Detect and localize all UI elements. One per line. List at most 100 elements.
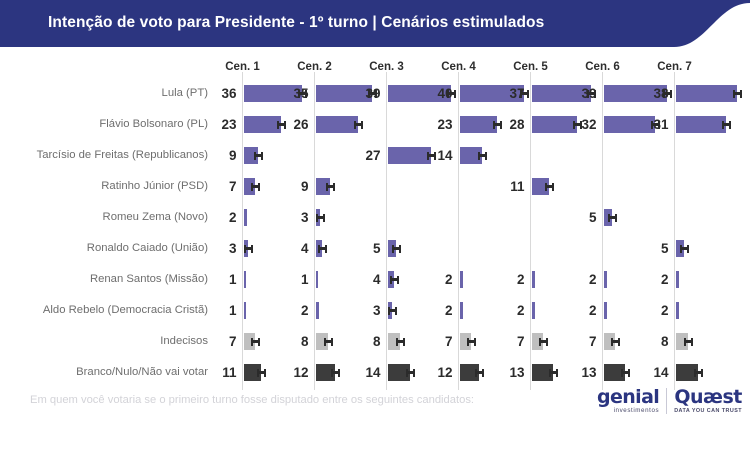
data-value: 37: [509, 86, 525, 101]
footer: Em quem você votaria se o primeiro turno…: [0, 388, 750, 424]
row-label: Tarcísio de Freitas (Republicanos): [36, 149, 208, 161]
data-value: 7: [588, 334, 597, 349]
data-bar: [243, 364, 262, 381]
error-bar-whisker: [391, 244, 401, 253]
data-value: 7: [228, 179, 237, 194]
data-bar: [459, 271, 463, 288]
data-bar: [243, 147, 259, 164]
data-value: 7: [516, 334, 525, 349]
data-bar: [387, 147, 432, 164]
header-band: [0, 0, 750, 50]
data-value: 39: [581, 86, 597, 101]
data-bar: [603, 302, 607, 319]
data-bar: [243, 85, 302, 102]
genial-logo-word: genial: [596, 386, 660, 409]
data-bar: [243, 271, 246, 288]
chart-row: Lula (PT) 36 35 39 40 37 39 38: [0, 78, 750, 109]
genial-logo: genial investimentos: [596, 386, 668, 415]
data-bar: [243, 116, 281, 133]
error-bar-whisker: [388, 306, 398, 315]
data-value: 12: [293, 365, 309, 380]
question-note: Em quem você votaria se o primeiro turno…: [30, 394, 475, 406]
gridline-3: [385, 72, 388, 390]
quaest-logo-word: Quæst: [674, 386, 742, 408]
error-bar-whisker: [396, 337, 406, 346]
data-bar: [603, 209, 612, 226]
data-bar: [675, 302, 679, 319]
data-value: 1: [300, 272, 309, 287]
error-bar-whisker: [250, 182, 260, 191]
data-value: 12: [437, 365, 453, 380]
chart-row: Indecisos 7 8 8 7 7 7 8: [0, 326, 750, 357]
data-value: 5: [588, 210, 597, 225]
data-value: 39: [365, 86, 381, 101]
gridline-7: [673, 72, 676, 390]
data-value: 32: [581, 117, 597, 132]
column-headers: Cen. 1 Cen. 2 Cen. 3 Cen. 4 Cen. 5 Cen. 6 Cen.…: [0, 50, 750, 78]
data-bar: [243, 333, 255, 350]
chart-row: Ronaldo Caiado (União) 3 4 5 5: [0, 233, 750, 264]
column-header-6: Cen. 6: [585, 61, 620, 73]
data-value: 3: [372, 303, 381, 318]
column-header-3: Cen. 3: [369, 61, 404, 73]
data-value: 9: [300, 179, 309, 194]
error-bar-whisker: [427, 151, 437, 160]
chart-plot-area: Cen. 1 Cen. 2 Cen. 3 Cen. 4 Cen. 5 Cen. 6 Cen.…: [0, 50, 750, 390]
data-value: 1: [228, 303, 237, 318]
data-bar: [243, 178, 255, 195]
data-bar: [387, 240, 396, 257]
data-bar: [531, 85, 592, 102]
data-bar: [243, 209, 247, 226]
error-bar-whisker: [254, 151, 264, 160]
data-value: 5: [660, 241, 669, 256]
data-value: 7: [444, 334, 453, 349]
error-bar-whisker: [572, 120, 582, 129]
data-value: 14: [437, 148, 453, 163]
data-bar: [315, 333, 329, 350]
error-bar-whisker: [353, 120, 363, 129]
error-bar-whisker: [330, 368, 340, 377]
data-bar: [459, 364, 479, 381]
error-bar-whisker: [679, 244, 689, 253]
error-bar-whisker: [492, 120, 502, 129]
column-header-5: Cen. 5: [513, 61, 548, 73]
gridline-4: [457, 72, 460, 390]
chart-row: Flávio Bolsonaro (PL) 23 26 23 28 32 31: [0, 109, 750, 140]
data-value: 2: [588, 303, 597, 318]
error-bar-whisker: [587, 89, 597, 98]
chart-row: Ratinho Júnior (PSD) 7 9 11: [0, 171, 750, 202]
chart-row: Renan Santos (Missão) 1 1 4 2 2 2 2: [0, 264, 750, 295]
data-bar: [315, 116, 358, 133]
error-bar-whisker: [662, 89, 672, 98]
data-bar: [387, 85, 451, 102]
error-bar-whisker: [317, 244, 327, 253]
data-bar: [603, 333, 615, 350]
error-bar-whisker: [324, 337, 334, 346]
chart-row: Romeu Zema (Novo) 2 3 5: [0, 202, 750, 233]
row-label: Aldo Rebelo (Democracia Cristã): [42, 304, 208, 316]
data-value: 2: [588, 272, 597, 287]
header-shape: [0, 0, 750, 47]
data-value: 23: [437, 117, 453, 132]
data-value: 13: [509, 365, 525, 380]
row-label: Branco/Nulo/Não vai votar: [76, 366, 208, 378]
error-bar-whisker: [520, 89, 530, 98]
data-value: 8: [660, 334, 669, 349]
error-bar-whisker: [276, 120, 286, 129]
data-bar: [675, 240, 684, 257]
chart-row: Aldo Rebelo (Democracia Cristã) 1 2 3 2 2 2 2: [0, 295, 750, 326]
data-value: 3: [300, 210, 309, 225]
data-value: 31: [653, 117, 669, 132]
data-value: 2: [660, 272, 669, 287]
data-value: 9: [228, 148, 237, 163]
row-label: Indecisos: [160, 335, 208, 347]
error-bar-whisker: [684, 337, 694, 346]
data-value: 2: [516, 272, 525, 287]
data-value: 38: [653, 86, 669, 101]
data-bar: [603, 364, 625, 381]
data-bar: [675, 85, 738, 102]
data-bar: [531, 271, 535, 288]
error-bar-whisker: [607, 213, 617, 222]
error-bar-whisker: [406, 368, 416, 377]
